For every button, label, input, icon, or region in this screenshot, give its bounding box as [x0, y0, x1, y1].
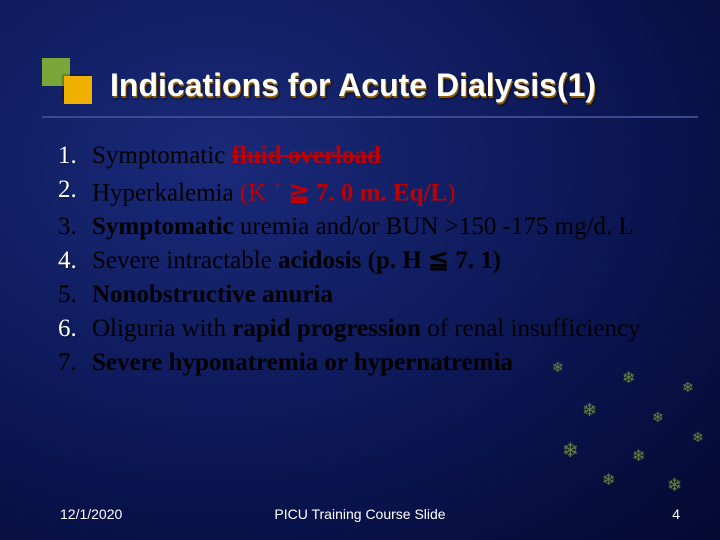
- text-segment: Oliguria with: [92, 315, 232, 342]
- text-segment: (K: [240, 179, 273, 206]
- list-item: 1.Symptomatic fluid overload: [58, 140, 690, 172]
- numbered-list: 1.Symptomatic fluid overload2.Hyperkalem…: [58, 140, 690, 381]
- list-content: Symptomatic fluid overload: [92, 140, 690, 172]
- list-item: 6.Oliguria with rapid progression of ren…: [58, 313, 690, 345]
- list-number: 1.: [58, 140, 92, 172]
- text-segment: Hyperkalemia: [92, 179, 240, 206]
- list-number: 4.: [58, 245, 92, 277]
- snowflake-icon: ❄: [602, 470, 615, 490]
- list-content: Hyperkalemia (K + ≧ 7. 0 m. Eq/L): [92, 174, 690, 209]
- text-segment: Symptomatic: [92, 142, 232, 169]
- text-segment: Severe intractable: [92, 247, 278, 274]
- text-segment: Nonobstructive anuria: [92, 281, 333, 308]
- snowflake-icon: ❄: [692, 430, 704, 447]
- snowflake-icon: ❄: [562, 438, 579, 463]
- list-item: 4.Severe intractable acidosis (p. H ≦ 7.…: [58, 245, 690, 277]
- text-segment: uremia and/or BUN >150 -175 mg/d. L: [240, 213, 634, 240]
- text-segment: rapid progression: [232, 315, 427, 342]
- list-content: Severe hyponatremia or hypernatremia: [92, 347, 690, 379]
- list-number: 2.: [58, 174, 92, 206]
- snowflake-icon: ❄: [632, 446, 645, 466]
- snowflake-icon: ❄: [652, 410, 664, 427]
- slide: Indications for Acute Dialysis(1) 1.Symp…: [0, 0, 720, 540]
- list-item: 2.Hyperkalemia (K + ≧ 7. 0 m. Eq/L): [58, 174, 690, 209]
- footer: 12/1/2020 PICU Training Course Slide 4: [0, 506, 720, 522]
- list-content: Severe intractable acidosis (p. H ≦ 7. 1…: [92, 245, 690, 277]
- text-segment: Symptomatic: [92, 213, 240, 240]
- list-content: Symptomatic uremia and/or BUN >150 -175 …: [92, 211, 690, 243]
- text-segment: ): [447, 179, 455, 206]
- list-number: 7.: [58, 347, 92, 379]
- list-number: 5.: [58, 279, 92, 311]
- footer-date: 12/1/2020: [60, 506, 122, 522]
- list-item: 5.Nonobstructive anuria: [58, 279, 690, 311]
- square-yellow-icon: [64, 76, 92, 104]
- list-content: Nonobstructive anuria: [92, 279, 690, 311]
- snowflake-icon: ❄: [682, 380, 694, 397]
- text-segment: +: [273, 175, 283, 195]
- footer-page-number: 4: [672, 506, 680, 522]
- text-segment: acidosis (p. H ≦ 7. 1): [278, 247, 501, 274]
- text-segment: ≧: [289, 179, 310, 206]
- text-segment: 7. 0 m. Eq/L: [310, 179, 448, 206]
- list-item: 7.Severe hyponatremia or hypernatremia: [58, 347, 690, 379]
- list-number: 3.: [58, 211, 92, 243]
- snowflake-icon: ❄: [667, 475, 682, 496]
- footer-center: PICU Training Course Slide: [274, 506, 445, 522]
- title-row: Indications for Acute Dialysis(1): [42, 58, 698, 112]
- title-bullet-icon: [42, 58, 96, 112]
- title-underline: [42, 116, 698, 118]
- list-item: 3.Symptomatic uremia and/or BUN >150 -17…: [58, 211, 690, 243]
- list-content: Oliguria with rapid progression of renal…: [92, 313, 690, 345]
- slide-title: Indications for Acute Dialysis(1): [110, 67, 596, 104]
- text-segment: fluid overload: [232, 142, 381, 169]
- text-segment: of renal insufficiency: [427, 315, 640, 342]
- list-number: 6.: [58, 313, 92, 345]
- snowflake-icon: ❄: [582, 400, 597, 421]
- text-segment: Severe hyponatremia or hypernatremia: [92, 349, 513, 376]
